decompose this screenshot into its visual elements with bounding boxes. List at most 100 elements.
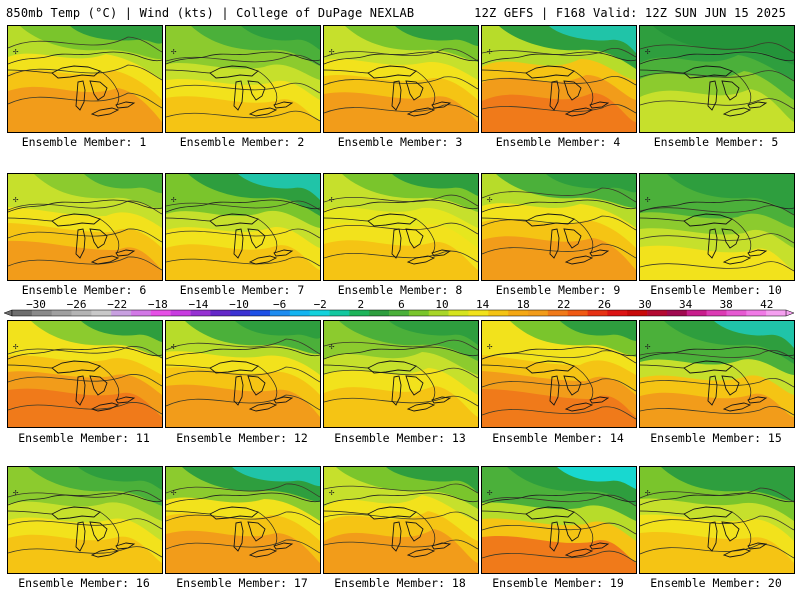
svg-text:✢: ✢ <box>13 488 19 498</box>
map-title: 850mb Temp (°C) | Wind (kts) | College o… <box>6 6 415 20</box>
valid-time-label: 12Z GEFS | F168 Valid: 12Z SUN JUN 15 20… <box>474 6 786 20</box>
temperature-field-map: ✢ <box>324 174 478 280</box>
member-caption-3: Ensemble Member: 3 <box>337 135 463 149</box>
member-caption-19: Ensemble Member: 19 <box>492 576 624 590</box>
colorbar-tick-label: 22 <box>557 298 570 311</box>
colorbar-swatch <box>289 310 310 316</box>
colorbar-swatch <box>190 310 211 316</box>
member-caption-15: Ensemble Member: 15 <box>650 431 782 445</box>
ensemble-panel-18: ✢ <box>323 466 479 574</box>
member-caption-6: Ensemble Member: 6 <box>21 283 147 297</box>
colorbar-tick-label: 14 <box>476 298 490 311</box>
ensemble-panel-17: ✢ <box>165 466 321 574</box>
colorbar-swatch <box>587 310 608 316</box>
ensemble-panel-6: ✢ <box>7 173 163 281</box>
ensemble-panel-8: ✢ <box>323 173 479 281</box>
svg-text:✢: ✢ <box>645 47 651 57</box>
temperature-field-map: ✢ <box>324 321 478 427</box>
colorbar-tick-label: −14 <box>188 298 208 311</box>
colorbar-swatch <box>647 310 668 316</box>
member-caption-5: Ensemble Member: 5 <box>653 135 779 149</box>
temperature-field-map: ✢ <box>482 26 636 132</box>
colorbar-tick-label: −18 <box>148 298 168 311</box>
colorbar-tick-label: 6 <box>398 298 405 311</box>
svg-text:✢: ✢ <box>487 342 493 352</box>
svg-text:✢: ✢ <box>171 47 177 57</box>
svg-text:✢: ✢ <box>329 47 335 57</box>
temperature-field-map: ✢ <box>324 26 478 132</box>
colorbar-tick-label: −26 <box>67 298 87 311</box>
temperature-field-map: ✢ <box>8 467 162 573</box>
colorbar-swatch <box>607 310 628 316</box>
colorbar-swatch <box>12 310 33 316</box>
temperature-field-map: ✢ <box>640 467 794 573</box>
colorbar-swatch <box>627 310 648 316</box>
member-caption-14: Ensemble Member: 14 <box>492 431 624 445</box>
ensemble-panel-11: ✢ <box>7 320 163 428</box>
temperature-field-map: ✢ <box>8 321 162 427</box>
svg-text:✢: ✢ <box>645 195 651 205</box>
colorbar-swatch <box>150 310 172 316</box>
colorbar-tick-label: −6 <box>273 298 286 311</box>
colorbar-swatch <box>488 310 509 316</box>
svg-text:✢: ✢ <box>13 47 19 57</box>
temperature-field-map: ✢ <box>166 467 320 573</box>
ensemble-panel-20: ✢ <box>639 466 795 574</box>
colorbar-tick-label: 38 <box>720 298 733 311</box>
colorbar-swatch <box>91 310 112 316</box>
member-caption-8: Ensemble Member: 8 <box>337 283 463 297</box>
member-caption-4: Ensemble Member: 4 <box>495 135 621 149</box>
member-caption-12: Ensemble Member: 12 <box>176 431 308 445</box>
temperature-field-map: ✢ <box>482 321 636 427</box>
temperature-field-map: ✢ <box>482 174 636 280</box>
colorbar-tick-label: 2 <box>357 298 364 311</box>
colorbar-swatch <box>706 310 727 316</box>
ensemble-panel-7: ✢ <box>165 173 321 281</box>
ensemble-panel-14: ✢ <box>481 320 637 428</box>
colorbar-swatch <box>170 310 191 316</box>
ensemble-panel-2: ✢ <box>165 25 321 133</box>
colorbar-tick-label: −30 <box>26 298 46 311</box>
svg-text:✢: ✢ <box>171 195 177 205</box>
colorbar-swatch <box>31 310 52 316</box>
svg-text:✢: ✢ <box>13 342 19 352</box>
ensemble-panel-9: ✢ <box>481 173 637 281</box>
svg-text:✢: ✢ <box>171 488 177 498</box>
svg-text:✢: ✢ <box>171 342 177 352</box>
svg-text:✢: ✢ <box>487 195 493 205</box>
colorbar-swatch <box>270 310 291 316</box>
ensemble-panel-12: ✢ <box>165 320 321 428</box>
svg-text:✢: ✢ <box>329 195 335 205</box>
temperature-field-map: ✢ <box>8 174 162 280</box>
temperature-field-map: ✢ <box>166 174 320 280</box>
colorbar-swatch <box>230 310 251 316</box>
colorbar-swatch <box>766 310 787 316</box>
colorbar-swatch <box>309 310 330 316</box>
ensemble-panel-4: ✢ <box>481 25 637 133</box>
temperature-colorbar: −30 −26 −22 −18 −14 −10 −6 −2 2 6 10 14 18 22 26 30 34 38… <box>3 298 795 317</box>
member-caption-11: Ensemble Member: 11 <box>18 431 150 445</box>
colorbar-tick-label: −22 <box>107 298 127 311</box>
temperature-field-map: ✢ <box>166 26 320 132</box>
temperature-field-map: ✢ <box>640 174 794 280</box>
colorbar-tick-label: 34 <box>679 298 693 311</box>
colorbar-tick-label: 26 <box>598 298 611 311</box>
colorbar-swatch <box>746 310 767 316</box>
colorbar-swatch <box>726 310 747 316</box>
colorbar-swatch <box>408 310 430 316</box>
member-caption-18: Ensemble Member: 18 <box>334 576 466 590</box>
ensemble-panel-13: ✢ <box>323 320 479 428</box>
ensemble-panel-19: ✢ <box>481 466 637 574</box>
colorbar-tick-label: 18 <box>517 298 530 311</box>
colorbar-swatch <box>448 310 469 316</box>
member-caption-10: Ensemble Member: 10 <box>650 283 782 297</box>
svg-text:✢: ✢ <box>645 488 651 498</box>
colorbar-swatch <box>71 310 92 316</box>
svg-text:✢: ✢ <box>13 195 19 205</box>
colorbar-tick-label: −2 <box>314 298 327 311</box>
colorbar-tick-label: −10 <box>229 298 249 311</box>
colorbar-tick-label: 30 <box>638 298 651 311</box>
temperature-field-map: ✢ <box>8 26 162 132</box>
colorbar-swatch <box>428 310 449 316</box>
colorbar-swatch <box>369 310 390 316</box>
